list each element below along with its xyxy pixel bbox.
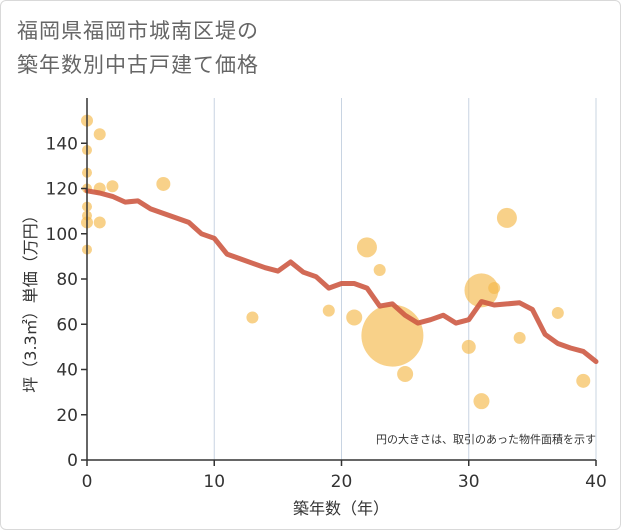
y-tick-label: 60	[56, 315, 78, 335]
bubble-point	[322, 304, 335, 317]
x-tick-label: 40	[585, 472, 607, 492]
bubble-point	[488, 282, 501, 295]
bubble-point	[106, 180, 119, 193]
y-axis-title: 坪（3.3㎡）単価（万円）	[21, 207, 40, 392]
bubble-point	[513, 331, 526, 344]
chart-title-line-1: 福岡県福岡市城南区堤の	[17, 19, 259, 43]
bubble-point	[156, 176, 171, 191]
tick-labels: 0 20 40 60 80 100 120 140 0 10 20 30 40	[46, 134, 607, 492]
bubble-point	[361, 304, 424, 367]
bubble-point	[464, 273, 499, 308]
x-tick-label: 0	[82, 472, 93, 492]
x-tick-label: 20	[331, 472, 353, 492]
chart-title: 福岡県福岡市城南区堤の 築年数別中古戸建て価格	[17, 14, 259, 82]
bubble-point	[356, 237, 377, 258]
bubble-point	[496, 207, 517, 228]
x-axis-title: 築年数（年）	[293, 499, 389, 518]
axes	[81, 98, 597, 466]
y-tick-label: 80	[56, 270, 78, 290]
y-tick-label: 100	[46, 225, 78, 245]
average-price-line	[84, 188, 599, 365]
y-tick-label: 40	[56, 361, 78, 381]
bubble-point	[93, 216, 106, 229]
bubble-point	[373, 263, 386, 276]
bubble-size-note: 円の大きさは、取引のあった物件面積を示す	[376, 432, 596, 446]
y-tick-label: 0	[67, 451, 78, 471]
x-tick-label: 30	[458, 472, 480, 492]
chart-title-line-2: 築年数別中古戸建て価格	[17, 53, 259, 77]
y-tick-label: 140	[46, 134, 78, 154]
bubble-point	[576, 373, 591, 388]
grid	[213, 98, 597, 460]
y-tick-label: 20	[56, 406, 78, 426]
trend-line-layer	[84, 188, 599, 365]
bubble-point	[461, 339, 476, 354]
bubble-point	[246, 311, 259, 324]
bubble-point	[397, 366, 414, 383]
bubble-layer	[81, 114, 591, 410]
bubble-point	[551, 306, 564, 319]
bubble-point	[473, 393, 490, 410]
bubble-point	[346, 309, 363, 326]
y-tick-label: 120	[46, 180, 78, 200]
x-tick-label: 10	[203, 472, 225, 492]
bubble-point	[93, 128, 106, 141]
